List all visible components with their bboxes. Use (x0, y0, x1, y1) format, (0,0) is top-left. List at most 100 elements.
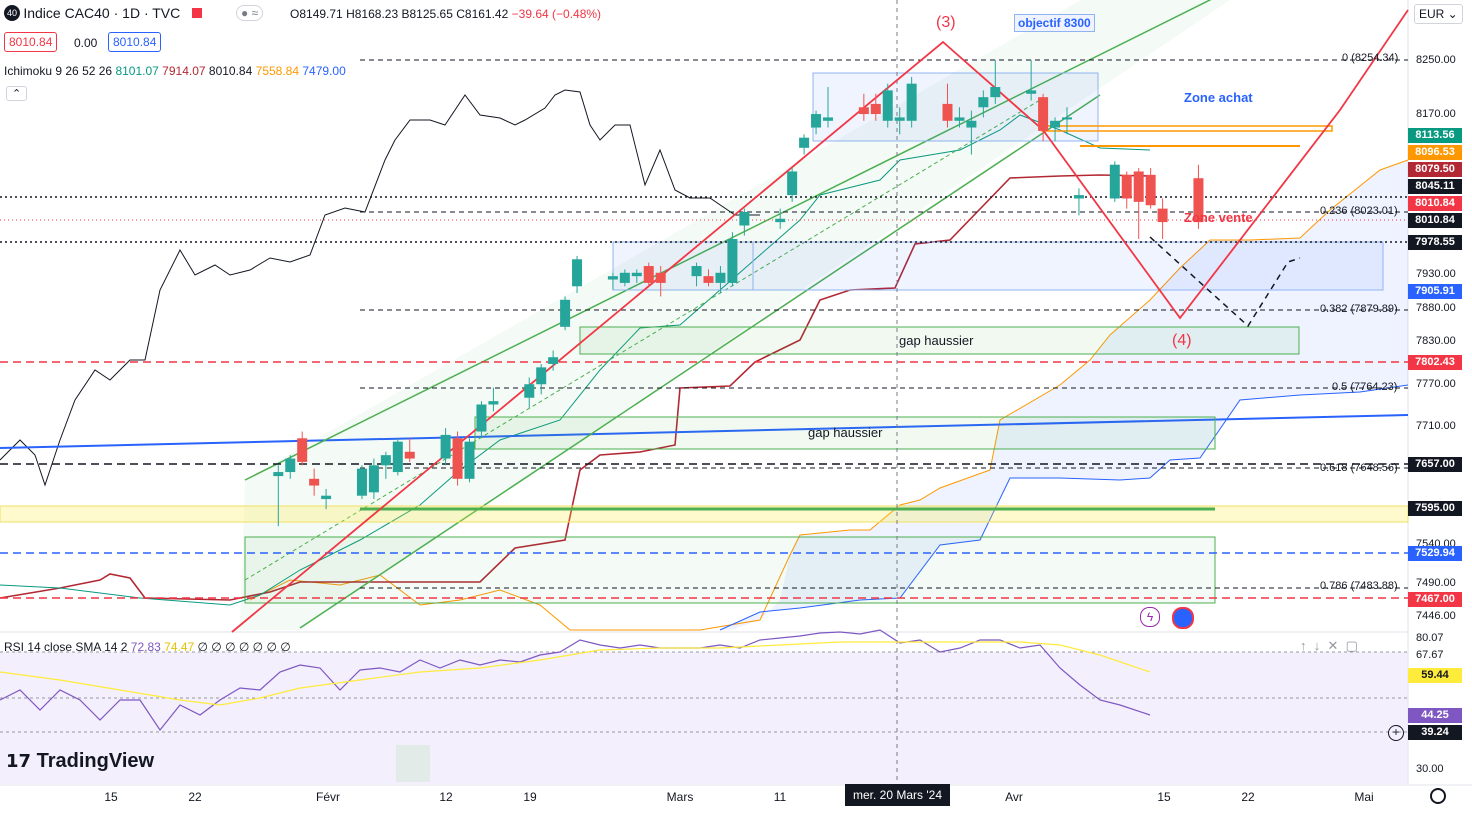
candle-body[interactable] (607, 276, 618, 280)
gap-box-3[interactable] (244, 536, 1216, 604)
candle-body[interactable] (894, 117, 905, 121)
rsi-legend[interactable]: RSI 14 close SMA 14 2 72.83 74.47 ∅ ∅ ∅ … (4, 640, 291, 654)
candle-body[interactable] (273, 472, 284, 477)
maximize-icon[interactable]: ▢ (1345, 638, 1358, 653)
candle-body[interactable] (906, 83, 917, 121)
symbol-header[interactable]: 40 Indice CAC40 · 1D · TVC (4, 5, 202, 21)
candle-body[interactable] (823, 117, 833, 121)
candle-body[interactable] (1145, 174, 1156, 206)
candle-body[interactable] (536, 367, 547, 385)
candle-body[interactable] (548, 357, 559, 364)
candle-body[interactable] (954, 117, 965, 121)
candle-body[interactable] (1062, 117, 1072, 120)
candle-body[interactable] (966, 120, 977, 128)
candle-body[interactable] (1038, 97, 1049, 131)
candle-body[interactable] (572, 259, 583, 287)
collapse-legend-button[interactable]: ⌃ (6, 86, 28, 101)
rsi-line[interactable] (0, 629, 1151, 732)
symbol-title[interactable]: Indice CAC40 · 1D · TVC (23, 5, 181, 21)
candle-body[interactable] (309, 478, 320, 486)
candle-body[interactable] (1157, 208, 1168, 223)
candle-body[interactable] (858, 107, 869, 115)
candle-body[interactable] (368, 465, 379, 493)
gap-label-1[interactable]: gap haussier (899, 333, 974, 348)
candle-body[interactable] (488, 401, 499, 405)
candle-body[interactable] (404, 451, 415, 459)
candle-body[interactable] (787, 171, 798, 196)
candle-body[interactable] (739, 211, 750, 226)
move-down-icon[interactable]: ↓ (1313, 638, 1321, 653)
currency-selector[interactable]: EUR ⌄ (1414, 4, 1463, 24)
candle-body[interactable] (631, 272, 642, 277)
channel-upper[interactable] (244, 0, 1230, 481)
trend-line[interactable] (0, 414, 1409, 449)
tenkan-line (0, 114, 1151, 606)
candle-body[interactable] (1193, 178, 1204, 223)
add-alert-icon[interactable]: + (1388, 725, 1404, 741)
compare-icons[interactable]: ● ≈ (236, 5, 264, 21)
close-pane-icon[interactable]: ✕ (1327, 638, 1339, 653)
candle-body[interactable] (870, 103, 881, 115)
candle-body[interactable] (775, 218, 786, 223)
wave-path[interactable] (231, 9, 1409, 633)
objectif-label[interactable]: objectif 8300 (1014, 14, 1095, 32)
candle-body[interactable] (882, 90, 893, 121)
candle-body[interactable] (990, 87, 1001, 98)
zone-vente-label[interactable]: Zone vente (1184, 210, 1253, 225)
time-label: 22 (188, 790, 202, 804)
flag-icon[interactable] (191, 8, 202, 18)
candle-body[interactable] (799, 137, 810, 148)
candle-body[interactable] (297, 438, 308, 462)
ichimoku-legend[interactable]: Ichimoku 9 26 52 26 8101.07 7914.07 8010… (4, 64, 346, 78)
pane-controls[interactable]: ↑ ↓ ✕ ▢ (1300, 638, 1358, 654)
candle-body[interactable] (1050, 120, 1061, 128)
candle-body[interactable] (464, 441, 475, 479)
candle-body[interactable] (655, 272, 666, 283)
candle-body[interactable] (321, 495, 332, 500)
candle-body[interactable] (703, 276, 714, 283)
candle-body[interactable] (524, 384, 535, 398)
tradingview-logo[interactable]: 𝟭𝟳 TradingView (6, 750, 155, 772)
candle-body[interactable] (452, 438, 463, 479)
candle-body[interactable] (1026, 90, 1037, 94)
candle-body[interactable] (1121, 174, 1132, 199)
candle-body[interactable] (715, 272, 726, 283)
candle-body[interactable] (1073, 195, 1084, 199)
candle-body[interactable] (392, 441, 403, 473)
gap-box-2[interactable] (474, 416, 1216, 450)
candle-body[interactable] (285, 458, 296, 473)
gap-box-1[interactable] (579, 326, 1300, 355)
gap-label-2[interactable]: gap haussier (808, 425, 883, 440)
top-zone[interactable] (812, 72, 1099, 142)
zone-achat-label[interactable]: Zone achat (1184, 90, 1253, 105)
candle-body[interactable] (811, 114, 822, 128)
candle-body[interactable] (942, 103, 953, 121)
dot-icon[interactable]: ● ≈ (236, 5, 264, 21)
candle-body[interactable] (1133, 171, 1144, 202)
ask-price[interactable]: 8010.84 (108, 32, 162, 52)
candle-body[interactable] (356, 468, 367, 496)
candle-body[interactable] (727, 239, 738, 283)
candle-body[interactable] (560, 299, 571, 327)
candle-body[interactable] (978, 97, 989, 108)
channel-lower[interactable] (299, 94, 1101, 629)
candle-body[interactable] (476, 404, 487, 432)
wave-4-label[interactable]: (4) (1172, 332, 1192, 349)
candle-body[interactable] (1109, 164, 1120, 199)
candle-body[interactable] (619, 272, 630, 283)
bid-price[interactable]: 8010.84 (4, 32, 58, 52)
candle-body[interactable] (380, 455, 391, 466)
projection-path[interactable] (1149, 236, 1301, 328)
candle-body[interactable] (440, 434, 451, 459)
main-pane[interactable] (0, 0, 1408, 630)
support-zone[interactable] (752, 241, 1384, 291)
candle-body[interactable] (691, 266, 702, 277)
candle-body[interactable] (643, 266, 654, 283)
move-up-icon[interactable]: ↑ (1300, 638, 1307, 653)
economic-event-icon[interactable] (1172, 607, 1194, 629)
candlestick-series[interactable] (273, 60, 1204, 527)
settings-gear-icon[interactable] (1430, 788, 1446, 804)
wave-3-label[interactable]: (3) (936, 14, 956, 31)
lightning-icon[interactable]: ϟ (1140, 607, 1160, 627)
